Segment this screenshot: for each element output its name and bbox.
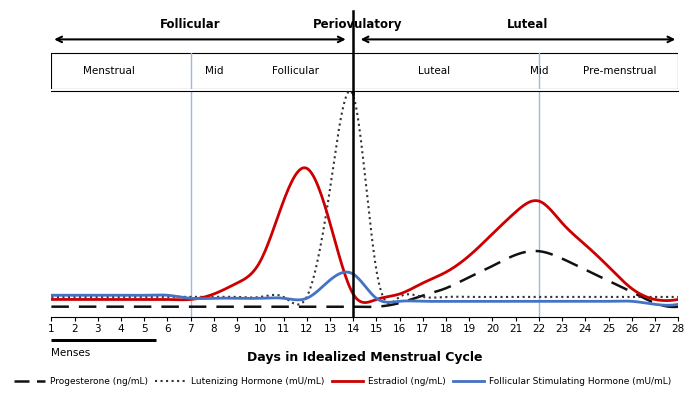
Text: Pre-menstrual: Pre-menstrual bbox=[584, 66, 657, 76]
Text: Mid: Mid bbox=[205, 66, 223, 76]
Text: Luteal: Luteal bbox=[419, 66, 451, 76]
Text: Menstrual: Menstrual bbox=[84, 66, 136, 76]
Text: Follicular: Follicular bbox=[160, 19, 221, 31]
X-axis label: Days in Idealized Menstrual Cycle: Days in Idealized Menstrual Cycle bbox=[247, 351, 482, 364]
Text: Follicular: Follicular bbox=[272, 66, 319, 76]
Text: Mid: Mid bbox=[530, 66, 548, 76]
Text: Periovulatory: Periovulatory bbox=[313, 19, 403, 31]
Text: Luteal: Luteal bbox=[507, 19, 548, 31]
Text: Menses: Menses bbox=[51, 348, 90, 358]
Legend: Progesterone (ng/mL), Lutenizing Hormone (mU/mL), Estradiol (ng/mL), Follicular : Progesterone (ng/mL), Lutenizing Hormone… bbox=[10, 373, 675, 390]
